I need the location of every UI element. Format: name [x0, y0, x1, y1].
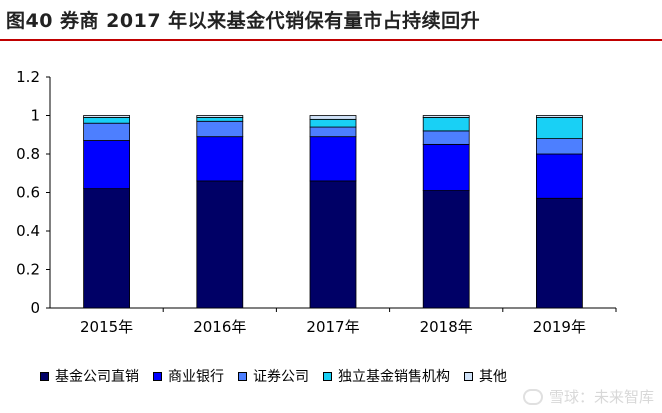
legend-label-4: 其他: [479, 369, 507, 385]
bar-segment-2: [536, 138, 583, 155]
legend-swatch-2: [238, 371, 247, 381]
bar-segment-0: [422, 190, 470, 309]
y-tick-label: 0.8: [16, 145, 40, 163]
bar-segment-0: [83, 188, 130, 309]
bar-segment-1: [422, 143, 470, 191]
watermark-text: 雪球：未来智库: [548, 388, 654, 406]
legend-swatch-0: [40, 371, 49, 381]
legend-label-1: 商业银行: [168, 369, 224, 385]
legend-item-0: 基金公司直销: [40, 366, 139, 386]
y-tick-label: 0: [30, 299, 40, 317]
bar-segment-2: [422, 130, 470, 145]
bar-segment-3: [422, 117, 470, 132]
legend-item-2: 证券公司: [238, 366, 309, 386]
x-tick-label: 2019年: [533, 318, 586, 336]
y-tick-label: 0.4: [16, 222, 40, 240]
y-tick-label: 0.2: [16, 261, 40, 279]
bar-segment-0: [536, 197, 583, 309]
legend-swatch-4: [464, 371, 473, 381]
bar-segment-2: [83, 122, 130, 141]
y-tick-label: 0.6: [16, 184, 40, 202]
y-tick-label: 1: [30, 107, 40, 125]
legend-label-2: 证券公司: [253, 369, 309, 385]
legend-label-0: 基金公司直销: [55, 369, 139, 385]
x-tick-label: 2017年: [306, 318, 359, 336]
bar-segment-4: [422, 115, 470, 118]
title-underline: [0, 39, 662, 41]
legend-label-3: 独立基金销售机构: [338, 369, 450, 385]
bar-segment-1: [196, 136, 244, 182]
legend: 基金公司直销 商业银行 证券公司 独立基金销售机构 其他: [40, 366, 507, 386]
chart-title: 图40 券商 2017 年以来基金代销保有量市占持续回升: [6, 10, 481, 32]
y-tick-label: 1.2: [16, 68, 40, 86]
x-tick-label: 2016年: [193, 318, 246, 336]
x-tick-label: 2018年: [420, 318, 473, 336]
legend-item-4: 其他: [464, 366, 507, 386]
bar-segment-4: [196, 115, 244, 118]
bar-segment-3: [83, 117, 130, 124]
bar-segment-4: [83, 115, 130, 118]
stacked-bar-chart: 0 0.2 0.4 0.6 0.8 1 1.2 2015年 2016年 2017年 2018年 201…: [16, 68, 617, 336]
bar-segment-1: [309, 136, 357, 182]
legend-swatch-3: [323, 371, 332, 381]
snowball-logo-icon: [522, 388, 543, 405]
x-tick-label: 2015年: [80, 318, 133, 336]
bar-segment-4: [309, 115, 357, 120]
bar-segment-4: [536, 115, 583, 118]
bar-segment-2: [309, 126, 357, 138]
bar-segment-3: [536, 117, 583, 140]
watermark: 雪球：未来智库: [522, 386, 654, 407]
legend-item-1: 商业银行: [153, 366, 224, 386]
bar-segment-1: [536, 153, 583, 199]
bar-segment-3: [196, 117, 244, 122]
bar-segment-1: [83, 140, 130, 190]
bar-segment-3: [309, 118, 357, 128]
bar-segment-2: [196, 120, 244, 138]
legend-item-3: 独立基金销售机构: [323, 366, 450, 386]
bar-segment-0: [309, 180, 357, 309]
legend-swatch-1: [153, 371, 162, 381]
bar-segment-0: [196, 180, 244, 309]
